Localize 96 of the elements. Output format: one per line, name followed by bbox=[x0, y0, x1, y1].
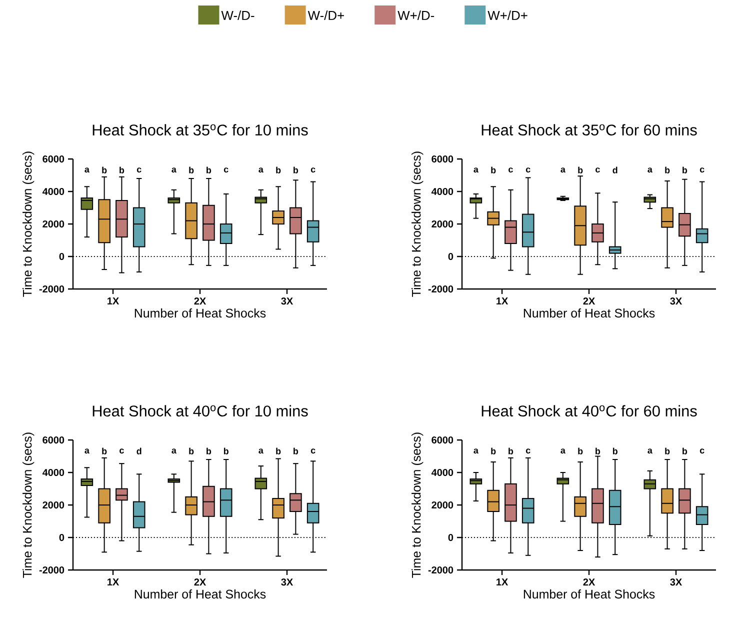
y-axis-title: Time to Knockdown (secs) bbox=[22, 432, 34, 578]
annotation: a bbox=[474, 448, 478, 454]
chart-title: Heat Shock at 40$^{o}$C for 10 mins bbox=[92, 405, 308, 417]
y-tick-label: 6000 bbox=[432, 436, 454, 444]
annotation: d bbox=[136, 448, 142, 454]
y-tick-label: 4000 bbox=[431, 188, 454, 196]
y-tick-label: 6000 bbox=[42, 436, 64, 444]
legend-label: W-/D- bbox=[221, 10, 254, 20]
annotation: b bbox=[612, 448, 618, 454]
x-tick-label: 1X bbox=[108, 578, 120, 586]
x-tick-label: 1X bbox=[496, 578, 508, 586]
annotation: a bbox=[172, 168, 176, 173]
annotation: b bbox=[189, 448, 194, 454]
annotation: c bbox=[310, 448, 316, 454]
annotation: b bbox=[596, 448, 600, 454]
annotation: a bbox=[560, 448, 566, 454]
annotation: b bbox=[682, 448, 688, 454]
annotation: c bbox=[526, 168, 530, 173]
x-tick-label: 3X bbox=[281, 578, 293, 586]
annotation: c bbox=[700, 168, 704, 173]
annotation: b bbox=[206, 166, 212, 174]
chart-title: Heat Shock at 35$^{o}$C for 10 mins bbox=[92, 124, 308, 136]
y-tick-label: 2000 bbox=[42, 220, 64, 228]
annotation: a bbox=[84, 168, 90, 173]
y-axis-title: Time to Knockdown (secs) bbox=[412, 432, 424, 578]
legend-label: W+/D+ bbox=[488, 10, 528, 20]
annotation: b bbox=[665, 448, 670, 454]
x-tick-label: 2X bbox=[583, 578, 596, 586]
y-tick-label: -2000 bbox=[39, 566, 64, 574]
annotation: a bbox=[258, 168, 264, 173]
y-tick-label: -2000 bbox=[428, 566, 454, 574]
annotation: c bbox=[700, 448, 704, 454]
chart-title: Heat Shock at 40$^{o}$C for 60 mins bbox=[482, 405, 697, 417]
y-tick-label: 0 bbox=[59, 252, 64, 260]
annotation: c bbox=[120, 448, 124, 454]
x-tick-label: 3X bbox=[670, 578, 682, 586]
y-tick-label: -2000 bbox=[428, 285, 454, 293]
x-axis-title: Number of Heat Shocks bbox=[134, 589, 266, 599]
y-tick-label: 6000 bbox=[42, 155, 64, 163]
annotation: c bbox=[596, 168, 600, 173]
annotation: b bbox=[276, 166, 281, 174]
annotation: b bbox=[491, 448, 496, 454]
annotation: a bbox=[172, 448, 176, 454]
annotation: b bbox=[491, 166, 496, 174]
annotation: a bbox=[648, 448, 652, 454]
annotation: b bbox=[102, 166, 107, 174]
annotation: b bbox=[102, 448, 107, 454]
annotation: c bbox=[508, 168, 513, 173]
x-axis-title: Number of Heat Shocks bbox=[524, 308, 655, 318]
y-tick-label: 0 bbox=[59, 534, 64, 542]
annotation: b bbox=[120, 166, 124, 174]
legend-label: W+/D- bbox=[398, 10, 434, 20]
annotation: c bbox=[224, 168, 228, 173]
x-axis-title: Number of Heat Shocks bbox=[134, 308, 266, 318]
y-axis-title: Time to Knockdown (secs) bbox=[412, 152, 424, 297]
annotation: a bbox=[258, 448, 264, 454]
annotation: a bbox=[648, 168, 652, 173]
annotation: b bbox=[224, 448, 228, 454]
x-axis-title: Number of Heat Shocks bbox=[524, 589, 655, 599]
annotation: b bbox=[578, 448, 583, 454]
x-tick-label: 1X bbox=[496, 298, 508, 304]
annotation: a bbox=[474, 168, 478, 173]
y-tick-label: 6000 bbox=[432, 155, 454, 163]
annotation: b bbox=[206, 448, 212, 454]
y-tick-label: 0 bbox=[448, 534, 454, 542]
annotation: c bbox=[136, 168, 142, 173]
annotation: b bbox=[276, 448, 281, 454]
annotation: b bbox=[189, 166, 194, 174]
annotation: b bbox=[508, 448, 514, 454]
x-tick-label: 3X bbox=[670, 298, 682, 305]
y-tick-label: -2000 bbox=[39, 285, 64, 293]
y-tick-label: 4000 bbox=[42, 468, 64, 476]
chart-title: Heat Shock at 35$^{o}$C for 60 mins bbox=[482, 124, 697, 136]
annotation: b bbox=[294, 166, 298, 174]
y-tick-label: 4000 bbox=[431, 468, 454, 476]
annotation: a bbox=[560, 168, 566, 173]
y-tick-label: 2000 bbox=[432, 220, 454, 228]
annotation: b bbox=[665, 166, 670, 174]
annotation: a bbox=[84, 448, 90, 454]
y-tick-label: 0 bbox=[448, 252, 454, 260]
x-tick-label: 3X bbox=[281, 298, 293, 305]
annotation: b bbox=[578, 166, 583, 174]
annotation: c bbox=[526, 448, 530, 454]
annotation: d bbox=[612, 166, 618, 174]
x-tick-label: 2X bbox=[194, 298, 206, 304]
annotation: b bbox=[294, 448, 298, 454]
x-tick-label: 1X bbox=[108, 298, 120, 304]
y-axis-title: Time to Knockdown (secs) bbox=[22, 152, 34, 297]
annotation: c bbox=[310, 168, 316, 173]
annotation: b bbox=[682, 166, 688, 174]
y-tick-label: 2000 bbox=[42, 501, 64, 509]
y-tick-label: 4000 bbox=[42, 188, 64, 196]
x-tick-label: 2X bbox=[194, 578, 206, 586]
x-tick-label: 2X bbox=[583, 298, 596, 304]
legend-label: W-/D+ bbox=[308, 10, 344, 20]
y-tick-label: 2000 bbox=[432, 501, 454, 509]
